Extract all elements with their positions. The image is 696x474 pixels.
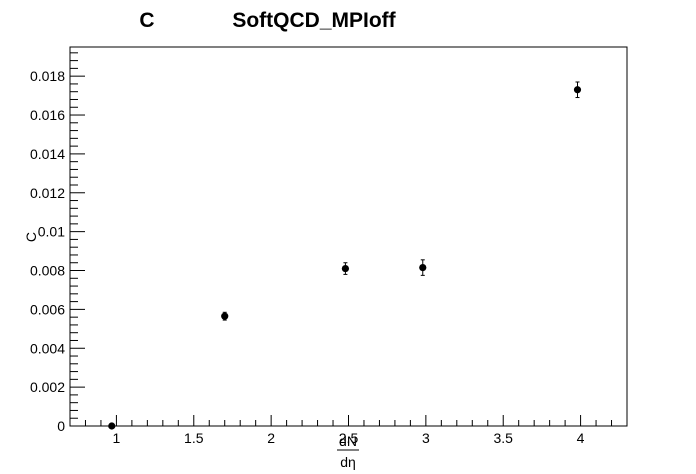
- data-point: [221, 312, 229, 320]
- x-tick-label: 3: [422, 430, 430, 446]
- y-tick-label: 0.014: [30, 146, 65, 162]
- data-point: [341, 264, 350, 273]
- chart-title: SoftQCD_MPIoff: [232, 9, 396, 32]
- x-axis-label: dN dη: [337, 433, 359, 470]
- plot-frame: [69, 46, 628, 427]
- y-tick-label: 0.004: [30, 340, 65, 356]
- data-point: [419, 263, 427, 272]
- x-tick-label: 1.5: [184, 430, 204, 446]
- x-tick-label: 2.5: [339, 430, 359, 446]
- x-tick-label: 3.5: [493, 430, 513, 446]
- y-axis-label: C: [23, 232, 39, 242]
- x-tick-label: 2: [267, 430, 275, 446]
- y-tick-label: 0.018: [30, 68, 65, 84]
- x-tick-label: 1: [113, 430, 121, 446]
- x-tick-label: 4: [577, 430, 585, 446]
- y-axis: 0 0.002 0.004 0.006 0.008 0.01 0.012 0.014 0.016…: [30, 52, 85, 434]
- x-axis-label-numerator: dN: [339, 433, 357, 449]
- data-point: [573, 86, 582, 94]
- y-tick-label: 0.002: [30, 379, 65, 395]
- y-tick-label: 0.01: [38, 224, 65, 240]
- data-point: [108, 422, 116, 430]
- x-axis: 1 1.5 2 2.5 3 3.5 4: [69, 415, 628, 446]
- y-tick-label: 0.008: [30, 263, 65, 279]
- data-series: [108, 81, 582, 430]
- y-tick-label: 0: [57, 418, 65, 434]
- y-tick-label: 0.012: [30, 185, 65, 201]
- y-tick-label: 0.006: [30, 301, 65, 317]
- y-tick-label: 0.016: [30, 107, 65, 123]
- x-axis-label-denominator: dη: [340, 454, 356, 470]
- chart-title-left: C: [139, 9, 154, 32]
